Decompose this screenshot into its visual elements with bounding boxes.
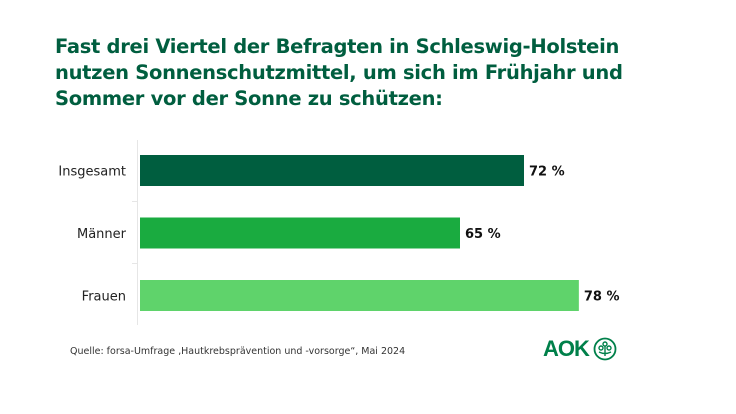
bar-männer (140, 217, 460, 249)
category-label: Insgesamt (58, 165, 126, 180)
chart-title: Fast drei Viertel der Befragten in Schle… (55, 34, 675, 112)
bar-frauen (140, 280, 579, 311)
aok-logo: AOK (543, 336, 617, 362)
source-note: Quelle: forsa-Umfrage ‚Hautkrebspräventi… (70, 346, 406, 357)
category-label: Frauen (82, 290, 126, 305)
title-line-2: nutzen Sonnenschutzmittel, um sich im Fr… (55, 61, 623, 84)
bar-insgesamt (140, 155, 524, 186)
category-label: Männer (77, 227, 127, 242)
value-label: 72 % (529, 165, 565, 180)
aok-tree-icon (593, 337, 617, 361)
title-line-1: Fast drei Viertel der Befragten in Schle… (55, 35, 620, 58)
value-label: 78 % (584, 290, 620, 305)
value-label: 65 % (465, 227, 501, 242)
title-line-3: Sommer vor der Sonne zu schützen: (55, 87, 443, 110)
logo-text: AOK (543, 336, 590, 361)
